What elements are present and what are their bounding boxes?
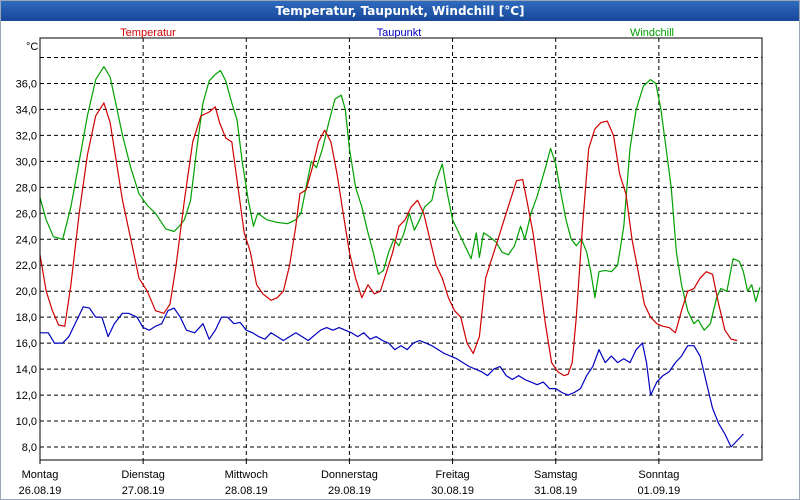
x-tick-date: 28.08.19	[225, 485, 268, 497]
y-tick-label: 20,0	[16, 286, 37, 298]
legend-entry-windchill: Windchill	[630, 27, 674, 39]
series-line-taupunkt	[40, 306, 744, 448]
x-tick-day: Montag	[22, 469, 59, 481]
x-tick-date: 27.08.19	[122, 485, 165, 497]
y-tick-label: 14,0	[16, 364, 37, 376]
series-lines	[39, 65, 761, 448]
x-tick-day: Freitag	[435, 469, 469, 481]
x-tick-date: 26.08.19	[19, 485, 62, 497]
y-tick-label: 16,0	[16, 338, 37, 350]
x-tick-day: Donnerstag	[321, 469, 378, 481]
y-tick-label: 28,0	[16, 182, 37, 194]
y-tick-label: 34,0	[16, 104, 37, 116]
y-tick-label: 32,0	[16, 130, 37, 142]
y-tick-label: 8,0	[22, 442, 37, 454]
legend-entry-taupunkt: Taupunkt	[377, 27, 422, 39]
series-line-windchill	[39, 65, 761, 331]
x-tick-date: 30.08.19	[431, 485, 474, 497]
series-line-temperatur	[39, 102, 738, 377]
y-tick-label: 18,0	[16, 312, 37, 324]
y-tick-label: 22,0	[16, 260, 37, 272]
x-tick-labels: Montag 26.08.19 Dienstag 27.08.19 Mittwoch 28…	[19, 469, 681, 497]
legend-entry-temperatur: Temperatur	[120, 27, 176, 39]
legend: Windchill Temperatur Taupunkt	[120, 27, 674, 39]
y-tick-label: 24,0	[16, 234, 37, 246]
y-axis-label: °C	[26, 41, 38, 53]
y-tick-labels: 8,0 10,0 12,0 14,0 16,0 18,0 20,0 22,0 24,0 26,0 2…	[16, 78, 37, 454]
x-tick-day: Samstag	[534, 469, 577, 481]
x-tick-day: Dienstag	[121, 469, 164, 481]
y-tick-label: 30,0	[16, 156, 37, 168]
y-tick-label: 36,0	[16, 78, 37, 90]
x-tick-date: 31.08.19	[534, 485, 577, 497]
y-tick-label: 10,0	[16, 416, 37, 428]
grid-lines	[39, 38, 762, 464]
x-tick-date: 01.09.19	[637, 485, 680, 497]
x-tick-date: 29.08.19	[328, 485, 371, 497]
y-tick-label: 26,0	[16, 208, 37, 220]
plot-frame	[39, 37, 763, 461]
x-tick-day: Sonntag	[638, 469, 679, 481]
y-tick-label: 12,0	[16, 390, 37, 402]
chart-title: Temperatur, Taupunkt, Windchill [°C]	[1, 1, 799, 21]
x-tick-day: Mittwoch	[225, 469, 268, 481]
